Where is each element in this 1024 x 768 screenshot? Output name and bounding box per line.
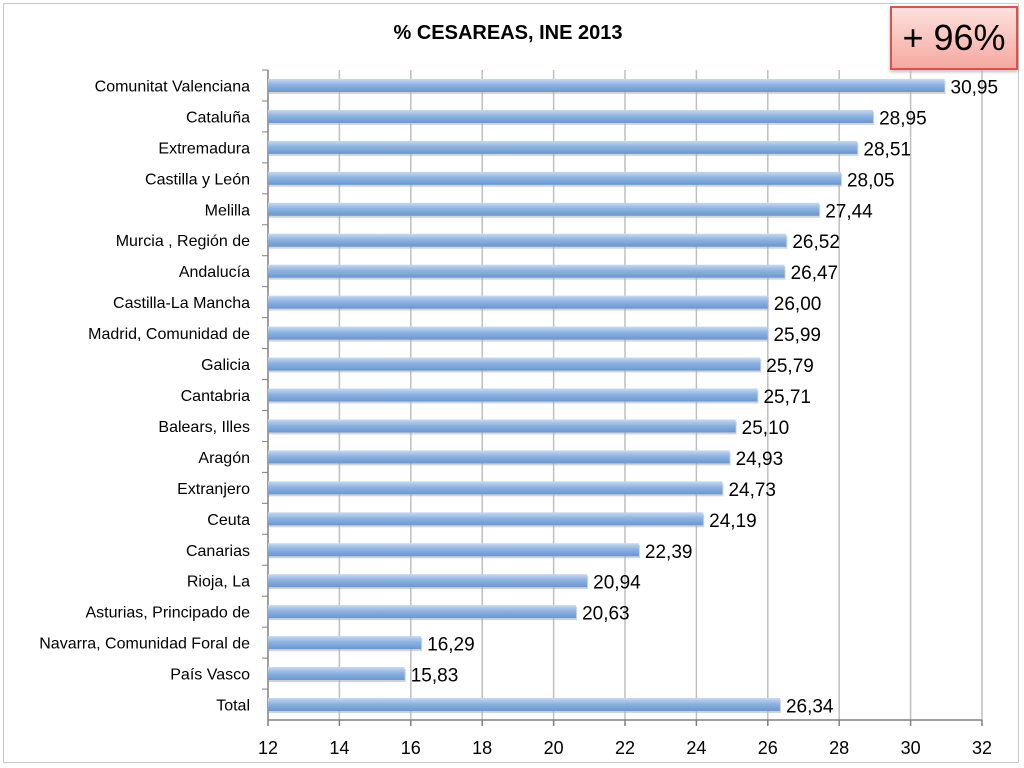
value-label: 16,29: [427, 635, 475, 656]
value-label: 25,99: [773, 325, 821, 346]
bar: [268, 357, 761, 371]
category-label: Aragón: [198, 450, 250, 467]
bar: [268, 295, 768, 309]
category-label: Asturias, Principado de: [85, 605, 250, 622]
value-label: 30,95: [951, 77, 999, 98]
bar: [268, 109, 874, 123]
bar: [268, 78, 945, 92]
category-label: Andalucía: [179, 264, 250, 281]
value-label: 24,19: [709, 511, 757, 532]
x-tick-label: 24: [686, 738, 706, 758]
category-label: Cantabria: [181, 388, 250, 405]
bar: [268, 171, 841, 185]
x-tick-label: 32: [972, 738, 992, 758]
x-tick-label: 26: [758, 738, 778, 758]
bar: [268, 140, 858, 154]
value-label: 26,00: [774, 294, 822, 315]
value-label: 25,10: [742, 418, 790, 439]
category-label: Castilla y León: [145, 171, 250, 188]
bar: [268, 574, 588, 588]
value-label: 28,51: [863, 139, 911, 160]
value-label: 28,95: [879, 108, 927, 129]
bar: [268, 698, 780, 712]
category-label: Total: [216, 698, 250, 715]
category-label: Rioja, La: [187, 574, 250, 591]
value-label: 24,93: [736, 449, 784, 470]
x-tick-label: 18: [472, 738, 492, 758]
category-label: Murcia , Región de: [116, 233, 250, 250]
x-tick-label: 30: [901, 738, 921, 758]
bar: [268, 450, 730, 464]
x-tick-label: 14: [329, 738, 349, 758]
bar: [268, 481, 723, 495]
bar: [268, 543, 639, 557]
value-label: 15,83: [411, 666, 459, 687]
value-label: 28,05: [847, 170, 895, 191]
x-tick-label: 20: [544, 738, 564, 758]
category-label: Castilla-La Mancha: [113, 295, 250, 312]
category-label: Melilla: [205, 202, 250, 219]
bar: [268, 636, 422, 650]
x-tick-label: 28: [829, 738, 849, 758]
bar: [268, 419, 736, 433]
category-label: Extremadura: [158, 140, 250, 157]
category-label: Comunitat Valenciana: [95, 78, 250, 95]
category-label: Navarra, Comunidad Foral de: [39, 636, 250, 653]
value-label: 25,79: [766, 356, 814, 377]
category-label: Cataluña: [186, 109, 250, 126]
bar: [268, 326, 768, 340]
value-label: 26,34: [786, 697, 834, 718]
bar: [268, 512, 704, 526]
chart-title: % CESAREAS, INE 2013: [393, 22, 623, 44]
bar: [268, 605, 577, 619]
value-label: 20,63: [582, 604, 630, 625]
bar: [268, 264, 785, 278]
category-label: Ceuta: [207, 512, 250, 529]
category-label: Balears, Illes: [158, 419, 250, 436]
category-label: Canarias: [186, 543, 250, 560]
bar: [268, 667, 405, 681]
increase-badge: + 96%: [890, 6, 1018, 70]
category-label: Galicia: [201, 357, 250, 374]
bar: [268, 233, 787, 247]
x-tick-label: 22: [615, 738, 635, 758]
x-tick-label: 16: [401, 738, 421, 758]
bar: [268, 202, 820, 216]
value-label: 26,52: [792, 232, 840, 253]
value-label: 27,44: [825, 201, 873, 222]
value-label: 24,73: [728, 480, 776, 501]
x-tick-label: 12: [258, 738, 278, 758]
slide-frame: [3, 3, 1019, 763]
category-label: Madrid, Comunidad de: [88, 326, 250, 343]
value-label: 26,47: [791, 263, 839, 284]
value-label: 25,71: [763, 387, 811, 408]
category-label: País Vasco: [170, 667, 250, 684]
bar: [268, 388, 758, 402]
value-label: 22,39: [645, 542, 693, 563]
value-label: 20,94: [593, 573, 641, 594]
category-label: Extranjero: [177, 481, 250, 498]
